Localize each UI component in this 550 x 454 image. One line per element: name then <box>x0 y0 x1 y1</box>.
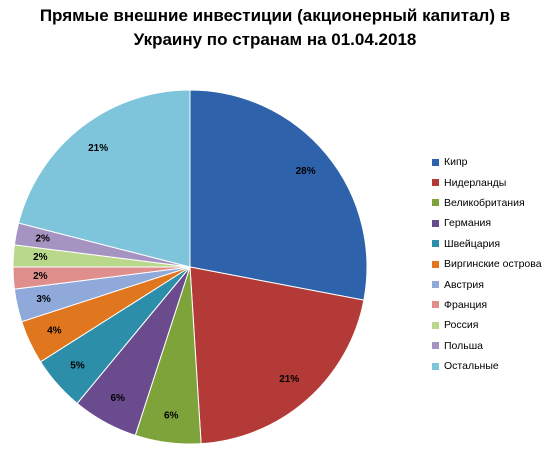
legend-swatch <box>432 219 439 227</box>
legend-swatch <box>432 301 439 309</box>
legend-label: Австрия <box>444 278 484 291</box>
legend-item-slice-5: Швейцария <box>432 234 550 254</box>
legend-label: Швейцария <box>444 237 501 250</box>
legend-item-slice-9: Россия <box>432 315 550 335</box>
legend-swatch <box>432 199 439 207</box>
legend-swatch <box>432 321 439 329</box>
legend-label: Остальные <box>444 360 499 373</box>
chart-legend: Кипр Нидерланды Великобритания Германия Швей… <box>432 152 550 376</box>
legend-item-slice-10: Польша <box>432 336 550 356</box>
pie-slice-11 <box>17 89 191 268</box>
legend-swatch <box>432 240 439 248</box>
pie-slice-2 <box>189 266 365 445</box>
chart-title-line-1: Прямые внешние инвестиции (акционерный к… <box>39 6 511 25</box>
data-label-slice-9: 2% <box>33 252 48 263</box>
legend-item-slice-11: Остальные <box>432 356 550 376</box>
legend-label: Германия <box>444 217 492 230</box>
legend-label: Великобритания <box>444 196 525 209</box>
pie-slice-1 <box>189 89 368 301</box>
legend-label: Виргинские острова <box>444 258 542 271</box>
legend-label: Нидерланды <box>444 176 507 189</box>
legend-item-slice-6: Виргинские острова <box>432 254 550 274</box>
legend-item-slice-4: Германия <box>432 213 550 233</box>
legend-item-slice-7: Австрия <box>432 274 550 294</box>
data-label-slice-1: 28% <box>296 166 316 177</box>
data-label-slice-8: 2% <box>33 271 48 282</box>
data-label-slice-7: 3% <box>36 294 51 305</box>
data-label-slice-5: 5% <box>70 361 85 372</box>
legend-item-slice-8: Франция <box>432 295 550 315</box>
legend-swatch <box>432 158 439 166</box>
data-label-slice-10: 2% <box>35 233 50 244</box>
legend-swatch <box>432 281 439 289</box>
legend-swatch <box>432 260 439 268</box>
legend-item-slice-1: Кипр <box>432 152 550 172</box>
data-label-slice-2: 21% <box>279 374 299 385</box>
legend-label: Россия <box>444 319 479 332</box>
data-label-slice-11: 21% <box>88 143 108 154</box>
data-label-slice-3: 6% <box>164 410 179 421</box>
pie-labels: 28% 21% 6% 6% 5% 4% 3% 2% 2% 2% 21% <box>33 143 316 421</box>
legend-swatch <box>432 179 439 187</box>
chart-title-line-2: Украину по странам на 01.04.2018 <box>133 30 417 49</box>
legend-swatch <box>432 362 439 370</box>
legend-item-slice-2: Нидерланды <box>432 172 550 192</box>
legend-label: Кипр <box>444 156 468 169</box>
data-label-slice-4: 6% <box>110 393 125 404</box>
legend-item-slice-3: Великобритания <box>432 193 550 213</box>
legend-label: Франция <box>444 298 488 311</box>
legend-label: Польша <box>444 339 484 352</box>
chart-title: Прямые внешние инвестиции (акционерный к… <box>0 4 550 52</box>
legend-swatch <box>432 342 439 350</box>
data-label-slice-6: 4% <box>47 325 62 336</box>
pie-slices <box>12 89 368 445</box>
